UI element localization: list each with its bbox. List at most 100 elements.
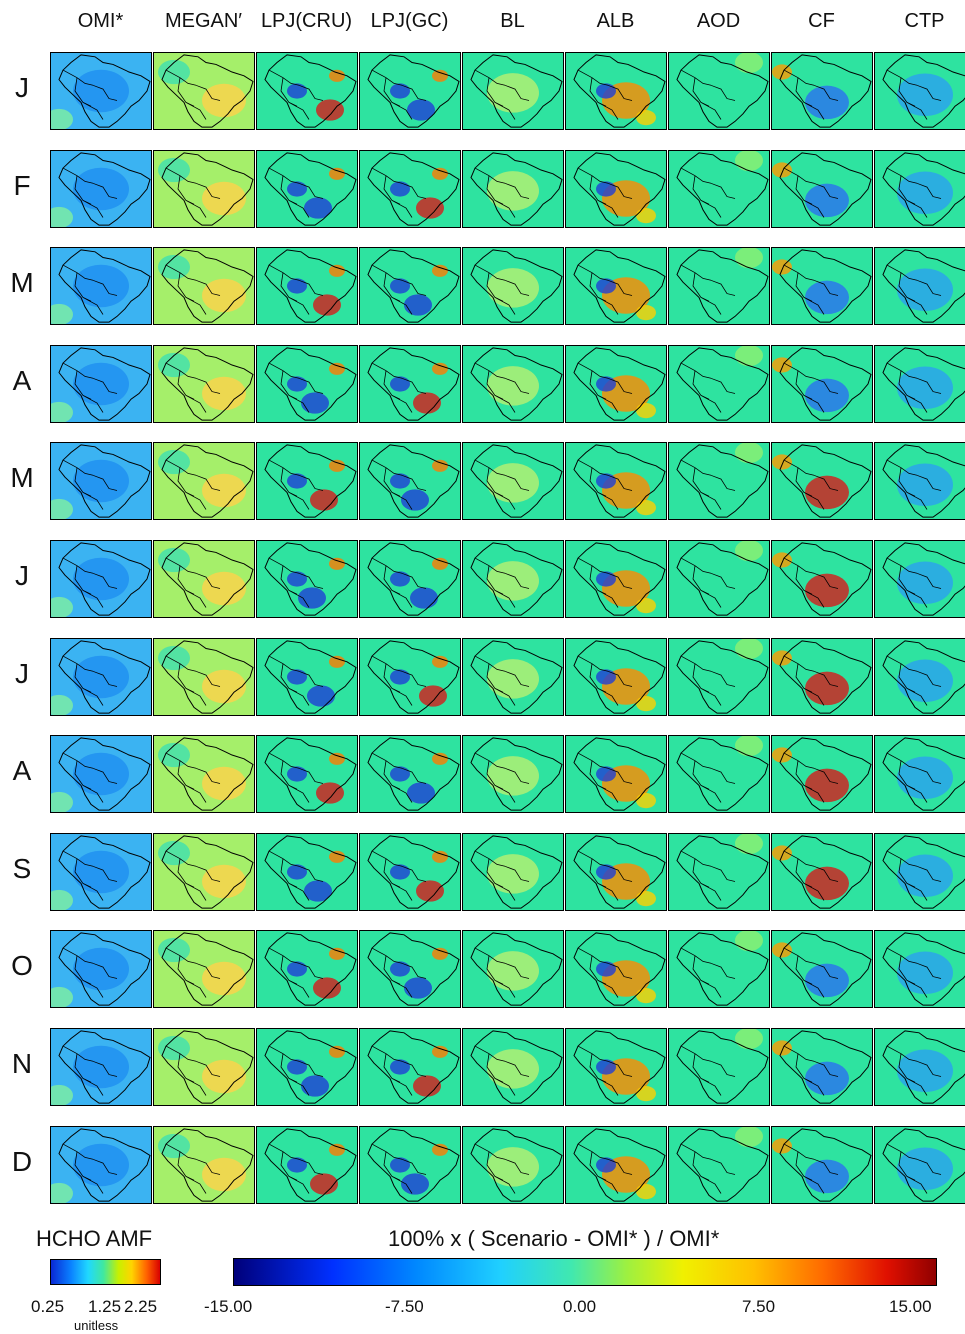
map-panel — [359, 442, 461, 520]
map-panel — [50, 1126, 152, 1204]
map-panel — [153, 735, 255, 813]
map-panel — [359, 1126, 461, 1204]
map-panel — [50, 52, 152, 130]
map-panel — [668, 735, 770, 813]
map-panel — [50, 735, 152, 813]
map-panel — [462, 735, 564, 813]
amf-tick-0: 0.25 — [31, 1297, 65, 1316]
map-panel — [359, 930, 461, 1008]
map-panel — [771, 638, 873, 716]
column-label: CF — [808, 10, 835, 32]
amf-colorbar — [50, 1259, 161, 1285]
map-panel — [256, 1028, 358, 1106]
map-panel — [359, 735, 461, 813]
column-label: BL — [500, 10, 525, 32]
map-panel — [565, 833, 667, 911]
map-panel — [256, 930, 358, 1008]
map-panel — [874, 1028, 965, 1106]
map-panel — [565, 1028, 667, 1106]
row-label: S — [12, 853, 32, 884]
map-panel — [359, 247, 461, 325]
map-panel — [462, 247, 564, 325]
map-panel — [771, 1126, 873, 1204]
map-panel — [874, 442, 965, 520]
map-panel — [668, 638, 770, 716]
map-panel — [462, 930, 564, 1008]
diff-tick-3: 7.50 — [742, 1297, 776, 1316]
map-panel — [462, 833, 564, 911]
column-label: ALB — [596, 10, 635, 32]
map-panel — [874, 735, 965, 813]
map-panel — [462, 1028, 564, 1106]
map-panel — [256, 1126, 358, 1204]
map-panel — [565, 735, 667, 813]
map-panel — [668, 442, 770, 520]
row-label: N — [11, 1048, 33, 1079]
map-panel — [565, 247, 667, 325]
column-label: MEGAN′ — [164, 10, 243, 32]
map-panel — [359, 345, 461, 423]
map-panel — [771, 930, 873, 1008]
row-label: D — [11, 1146, 33, 1177]
map-panel — [153, 540, 255, 618]
map-panel — [256, 345, 358, 423]
map-panel — [771, 735, 873, 813]
map-panel — [462, 150, 564, 228]
map-panel — [565, 150, 667, 228]
map-panel — [874, 1126, 965, 1204]
map-panel — [668, 833, 770, 911]
map-panel — [256, 52, 358, 130]
diff-tick-2: 0.00 — [563, 1297, 597, 1316]
map-panel — [50, 833, 152, 911]
map-panel — [565, 638, 667, 716]
amf-unit: unitless — [74, 1318, 119, 1333]
map-panel — [771, 52, 873, 130]
map-panel — [153, 150, 255, 228]
row-label: A — [12, 365, 32, 396]
diff-tick-1: -7.50 — [385, 1297, 424, 1316]
map-panel — [462, 638, 564, 716]
map-panel — [565, 442, 667, 520]
map-panel — [153, 1126, 255, 1204]
map-panel — [771, 540, 873, 618]
column-label: LPJ(GC) — [370, 10, 449, 32]
column-label: OMI* — [77, 10, 124, 32]
map-panel — [50, 638, 152, 716]
map-panel — [153, 52, 255, 130]
map-panel — [668, 150, 770, 228]
map-panel — [874, 638, 965, 716]
diff-colorbar — [233, 1258, 937, 1286]
map-panel — [771, 247, 873, 325]
row-label: M — [10, 267, 34, 298]
column-label: LPJ(CRU) — [260, 10, 353, 32]
map-panel — [771, 1028, 873, 1106]
map-panel — [874, 540, 965, 618]
map-panel — [771, 150, 873, 228]
map-panel — [50, 442, 152, 520]
map-panel — [565, 540, 667, 618]
diff-tick-4: 15.00 — [889, 1297, 932, 1316]
map-panel — [153, 442, 255, 520]
map-panel — [50, 247, 152, 325]
map-panel — [668, 247, 770, 325]
map-panel — [50, 1028, 152, 1106]
map-panel — [359, 150, 461, 228]
row-label: A — [12, 755, 32, 786]
map-panel — [50, 150, 152, 228]
map-panel — [668, 930, 770, 1008]
row-label: O — [11, 950, 33, 981]
map-panel — [256, 150, 358, 228]
map-panel — [771, 833, 873, 911]
map-panel — [359, 52, 461, 130]
map-panel — [771, 442, 873, 520]
diff-colorbar-title: 100% x ( Scenario - OMI* ) / OMI* — [388, 1226, 720, 1251]
map-panel — [153, 247, 255, 325]
map-panel — [50, 930, 152, 1008]
row-label: J — [15, 72, 29, 103]
map-panel — [874, 247, 965, 325]
map-panel — [565, 1126, 667, 1204]
map-panel — [256, 833, 358, 911]
map-panel — [668, 52, 770, 130]
map-panel — [359, 638, 461, 716]
